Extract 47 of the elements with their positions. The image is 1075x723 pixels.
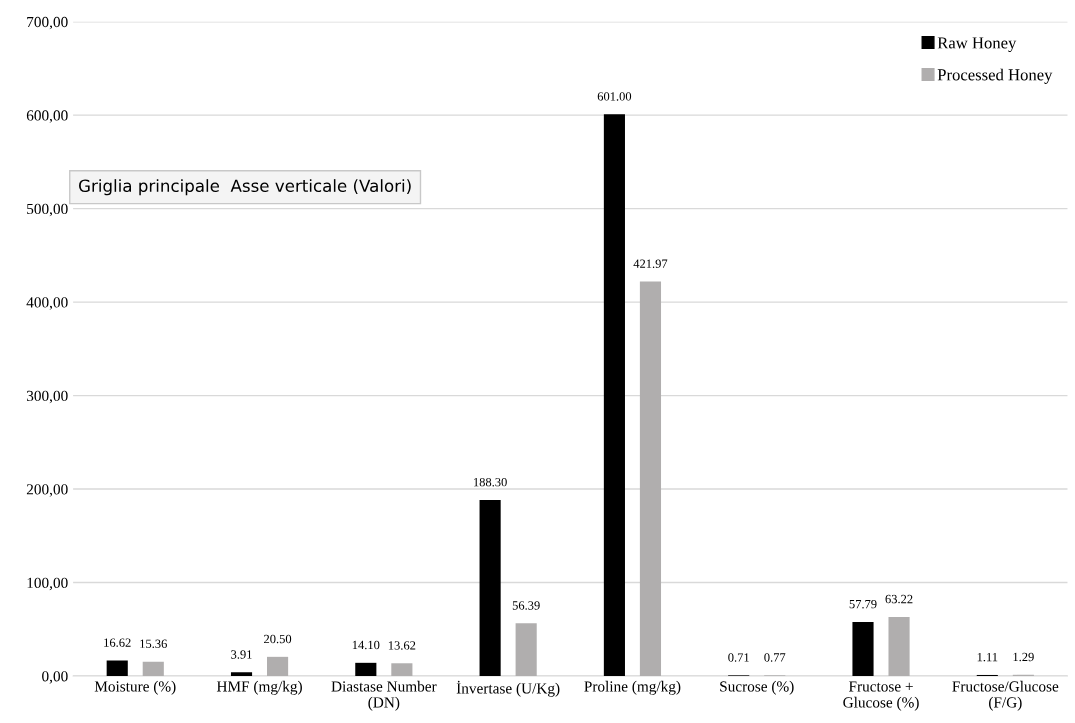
data-label: 3.91 xyxy=(231,650,252,659)
bar xyxy=(515,623,537,677)
data-label: 601.00 xyxy=(597,92,632,101)
legend-label: Processed Honey xyxy=(937,68,1053,84)
y-tick-label: 300,00 xyxy=(26,390,68,404)
y-tick-label: 0,00 xyxy=(42,671,68,684)
y-tick-label: 700,00 xyxy=(27,16,68,30)
y-tick-label: 200,00 xyxy=(26,484,68,497)
data-label: 16.62 xyxy=(104,638,131,647)
data-label: 20.50 xyxy=(264,634,292,644)
x-tick-label: Fructose + Glucose (%) xyxy=(843,681,919,711)
y-tick-label: 500,00 xyxy=(27,203,68,217)
bar xyxy=(639,281,662,677)
y-tick-label: 600,00 xyxy=(26,110,68,123)
x-tick-label: Moisture (%) xyxy=(94,680,176,695)
x-tick-label: Diastase Number (DN) xyxy=(331,680,437,711)
data-label: 1.29 xyxy=(1013,652,1034,662)
bar xyxy=(852,621,874,677)
annotation: Griglia principale Asse verticale (Valori) xyxy=(79,179,411,196)
bar xyxy=(230,672,253,677)
data-label: 1.11 xyxy=(977,652,998,662)
data-label: 421.97 xyxy=(633,259,668,268)
data-label: 13.62 xyxy=(388,641,416,650)
x-tick-label: İnvertase (U/Kg) xyxy=(456,680,560,697)
data-label: 15.36 xyxy=(140,639,167,649)
bar xyxy=(888,616,910,677)
x-tick-label: Proline (mg/kg) xyxy=(584,680,681,695)
data-label: 0.77 xyxy=(764,653,786,662)
legend-label: Raw Honey xyxy=(937,37,1017,52)
bar xyxy=(603,114,625,677)
bar xyxy=(267,656,289,677)
y-tick-label: 400,00 xyxy=(26,297,68,310)
bar xyxy=(391,663,413,677)
data-label: 14.10 xyxy=(352,640,380,650)
data-label: 57.79 xyxy=(849,599,877,609)
x-tick-label: HMF (mg/kg) xyxy=(216,680,302,695)
bar xyxy=(106,660,128,677)
data-label: 188.30 xyxy=(474,477,507,487)
y-tick-label: 100,00 xyxy=(27,577,68,591)
data-label: 56.39 xyxy=(512,601,540,610)
bar xyxy=(142,661,164,677)
x-tick-label: Fructose/Glucose (F/G) xyxy=(952,680,1059,711)
x-tick-label: Sucrose (%) xyxy=(720,680,794,695)
data-label: 0.71 xyxy=(728,653,749,662)
bar xyxy=(479,499,501,677)
data-label: 63.22 xyxy=(885,594,913,604)
bar xyxy=(355,662,377,677)
